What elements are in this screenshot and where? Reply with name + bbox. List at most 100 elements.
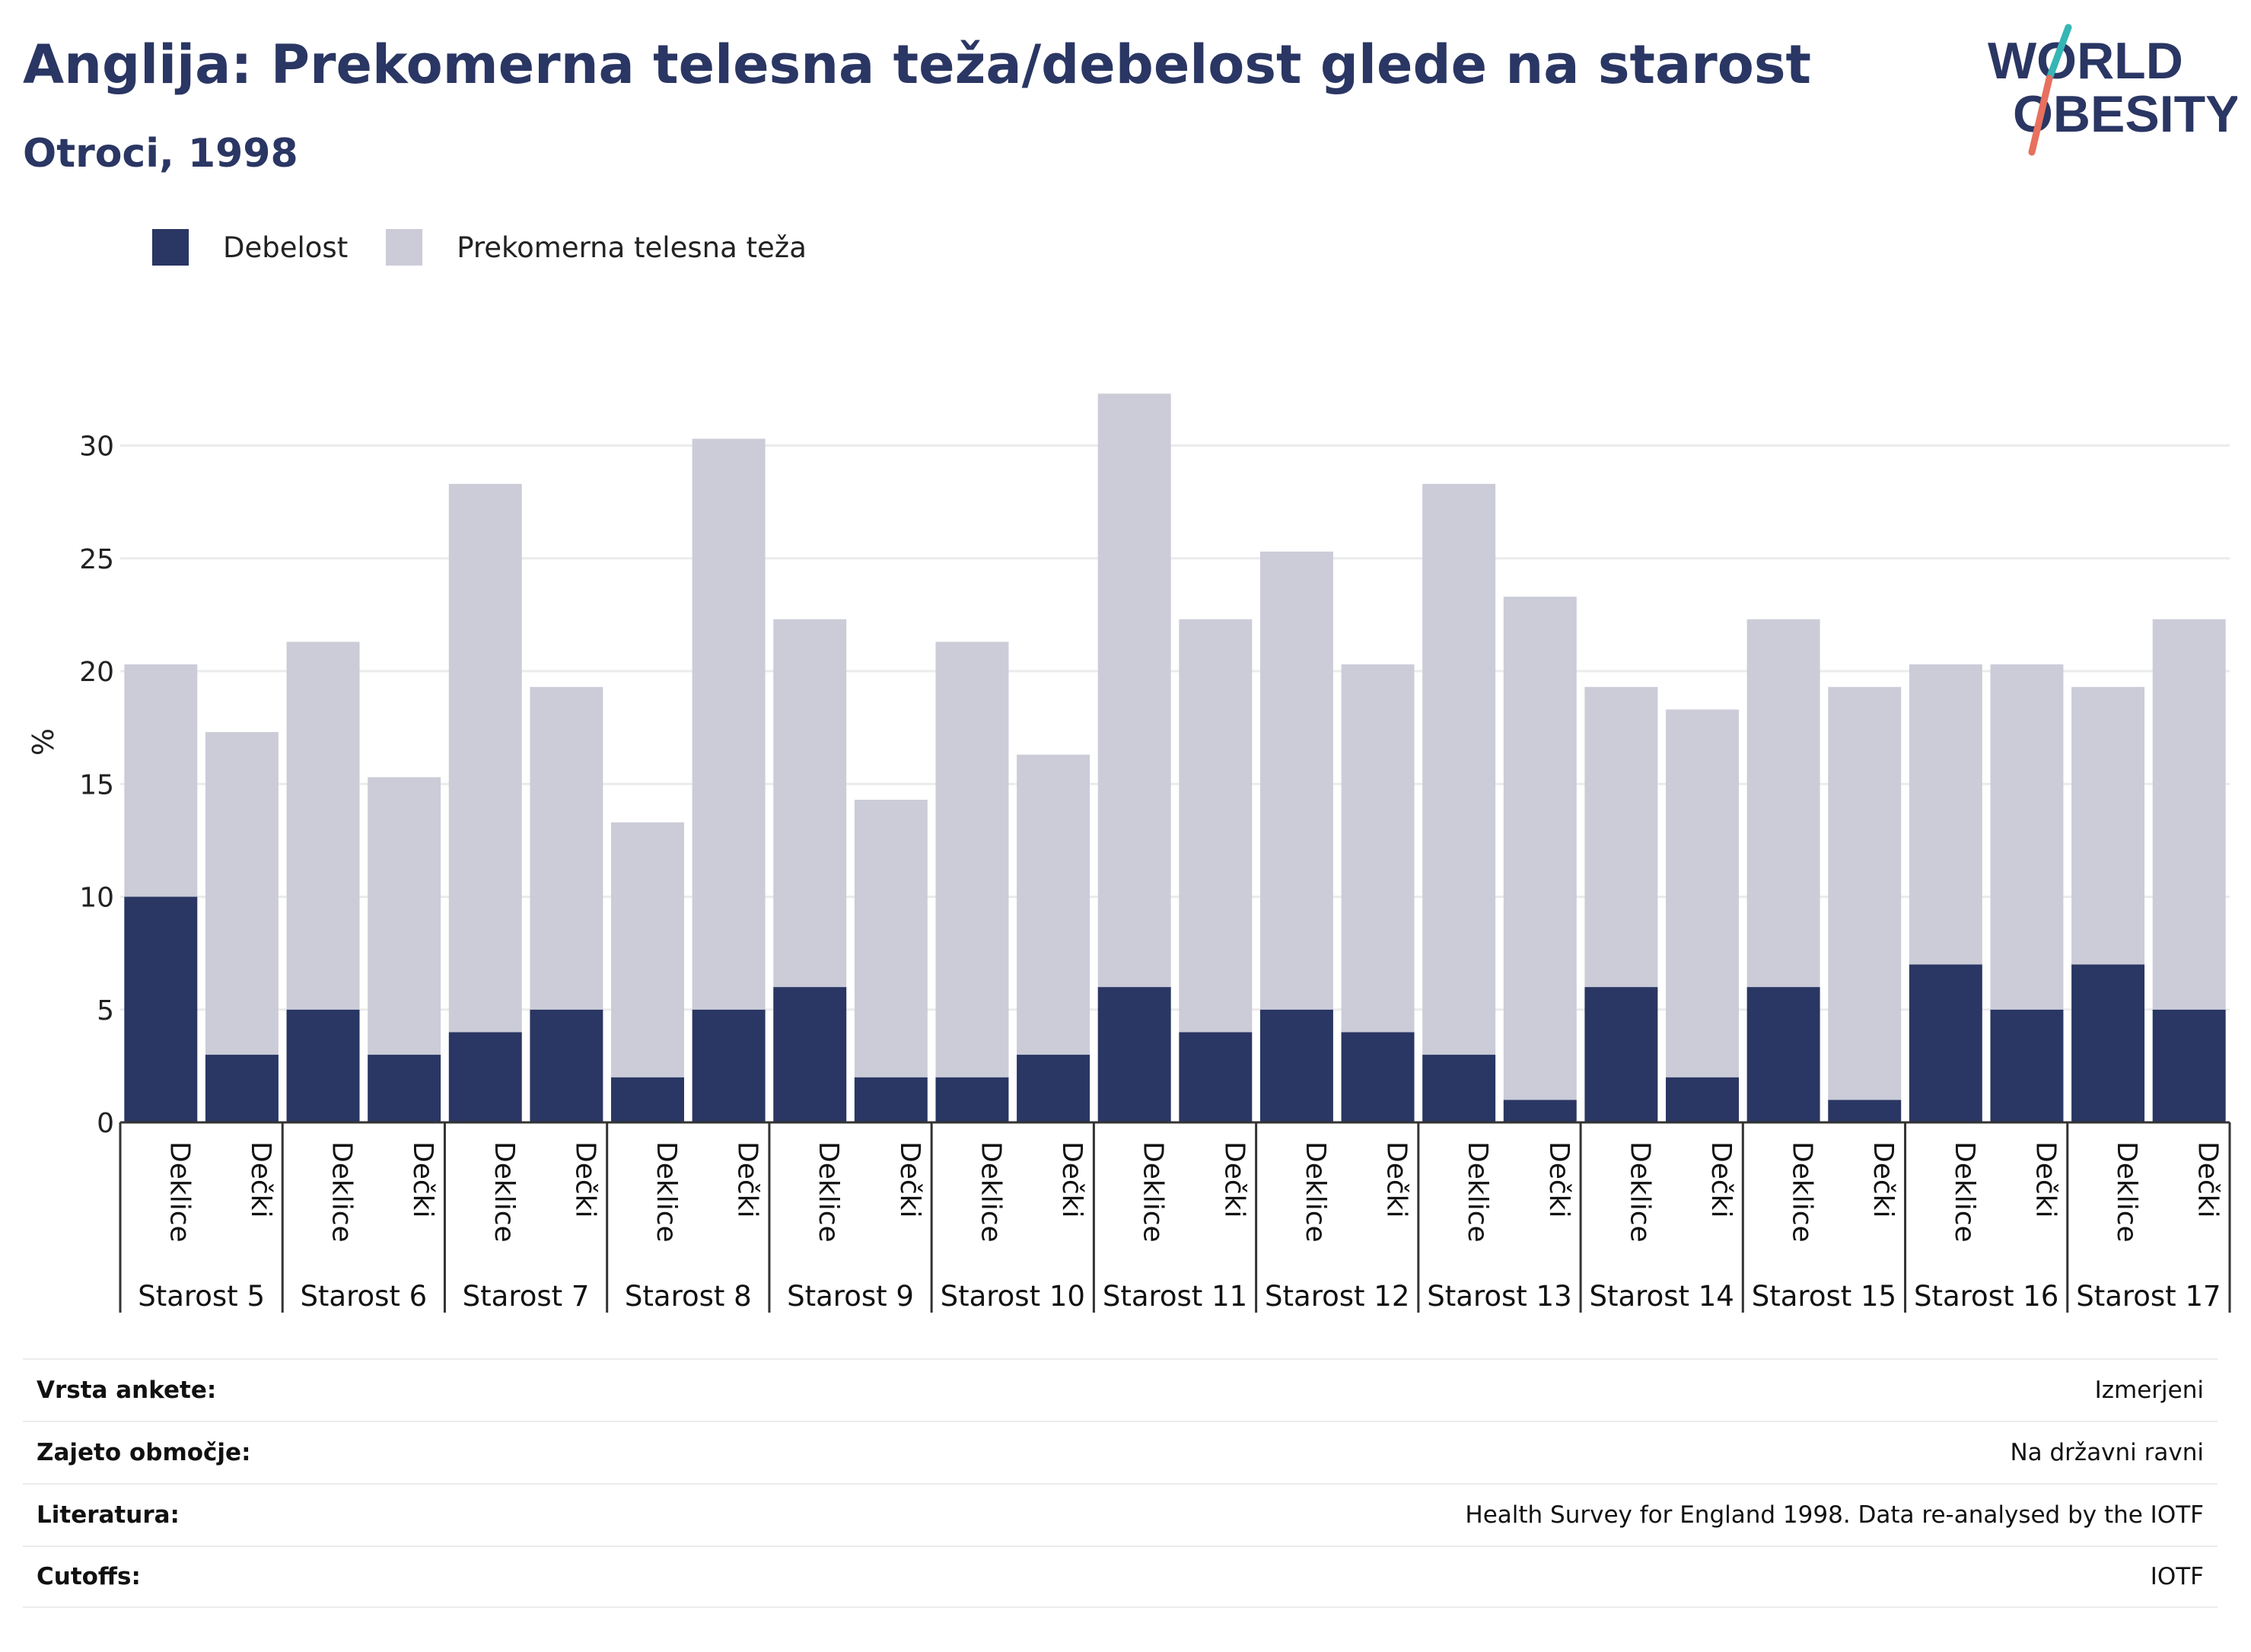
bar-obesity — [773, 987, 847, 1122]
y-tick-label: 30 — [79, 431, 114, 463]
x-subcategory-label: Deklice — [1624, 1141, 1655, 1243]
x-group-label: Starost 10 — [941, 1280, 1085, 1313]
bar-obesity — [368, 1055, 441, 1122]
logo-slash-coral — [2028, 75, 2053, 156]
x-subcategory-label: Deklice — [1787, 1141, 1818, 1243]
survey-meta-table: Vrsta ankete: Izmerjeni Zajeto območje: … — [23, 1358, 2218, 1608]
meta-value: Health Survey for England 1998. Data re-… — [1465, 1501, 2204, 1529]
bar-overweight — [854, 800, 928, 1077]
x-subcategory-label: Dečki — [1218, 1141, 1250, 1218]
bar-overweight — [368, 777, 441, 1055]
x-subcategory-label: Deklice — [1138, 1141, 1169, 1243]
bar-overweight — [1828, 686, 1902, 1100]
bar-obesity — [935, 1077, 1009, 1122]
bar-overweight — [773, 619, 847, 988]
x-group-label: Starost 16 — [1914, 1280, 2058, 1313]
x-subcategory-label: Deklice — [1949, 1141, 1980, 1243]
x-subcategory-label: Deklice — [813, 1141, 844, 1243]
x-group-label: Starost 17 — [2076, 1280, 2221, 1313]
x-subcategory-label: Dečki — [1056, 1141, 1087, 1218]
bar-overweight — [935, 641, 1009, 1077]
chart-title: Anglija: Prekomerna telesna teža/debelos… — [23, 33, 1811, 96]
bar-obesity — [530, 1009, 603, 1122]
x-subcategory-label: Deklice — [326, 1141, 358, 1243]
bar-obesity — [854, 1077, 928, 1122]
bar-obesity — [2071, 964, 2145, 1122]
bar-overweight — [1666, 709, 1739, 1077]
meta-label: Zajeto območje: — [37, 1439, 251, 1466]
x-subcategory-label: Deklice — [651, 1141, 682, 1243]
x-group-label: Starost 11 — [1103, 1280, 1247, 1313]
bar-overweight — [1584, 686, 1658, 988]
world-obesity-logo: WORLD OBESITY — [1988, 24, 2237, 156]
bar-obesity — [2152, 1009, 2226, 1122]
bar-chart: 0 5 10 15 20 25 30% Deklice Dečki Deklice Dečki Dek… — [27, 393, 2231, 1313]
legend-item-obesity[interactable]: Debelost — [152, 229, 348, 266]
bar-obesity — [1909, 964, 1982, 1122]
bar-obesity — [286, 1009, 360, 1122]
x-subcategory-label: Dečki — [894, 1141, 925, 1218]
bar-overweight — [2071, 686, 2145, 965]
x-subcategory-label: Dečki — [1867, 1141, 1899, 1218]
x-subcategory-label: Dečki — [2192, 1141, 2224, 1218]
bar-obesity — [1097, 987, 1171, 1122]
meta-label: Vrsta ankete: — [37, 1377, 217, 1404]
x-group-label: Starost 12 — [1265, 1280, 1409, 1313]
logo-text-world: WORLD — [1988, 32, 2183, 90]
y-tick-label: 0 — [97, 1108, 114, 1139]
y-axis-label: % — [27, 728, 60, 756]
bar-obesity — [1422, 1055, 1496, 1122]
logo-slash-teal — [2046, 24, 2072, 82]
x-subcategory-label: Deklice — [1300, 1141, 1331, 1243]
y-tick-label: 25 — [79, 544, 114, 575]
x-subcategory-label: Dečki — [1381, 1141, 1412, 1218]
bar-obesity — [1666, 1077, 1739, 1122]
x-subcategory-label: Dečki — [1543, 1141, 1574, 1218]
x-group-label: Starost 7 — [463, 1280, 590, 1313]
legend-item-overweight[interactable]: Prekomerna telesna teža — [386, 229, 807, 266]
bar-obesity — [1017, 1055, 1090, 1122]
y-tick-label: 5 — [97, 995, 114, 1027]
legend-label-overweight: Prekomerna telesna teža — [457, 231, 807, 264]
bar-obesity — [205, 1055, 279, 1122]
x-subcategory-label: Deklice — [2111, 1141, 2142, 1243]
x-subcategory-label: Dečki — [245, 1141, 276, 1218]
x-group-label: Starost 15 — [1752, 1280, 1896, 1313]
bar-obesity — [1584, 987, 1658, 1122]
bar-obesity — [1828, 1100, 1902, 1122]
x-group-label: Starost 9 — [787, 1280, 914, 1313]
x-subcategory-label: Deklice — [975, 1141, 1006, 1243]
meta-row-reference: Literatura: Health Survey for England 19… — [23, 1483, 2218, 1545]
x-subcategory-label: Dečki — [407, 1141, 438, 1218]
x-subcategory-label: Deklice — [164, 1141, 195, 1243]
bar-obesity — [124, 896, 198, 1122]
bar-overweight — [1422, 483, 1496, 1055]
chart-subtitle: Otroci, 1998 — [23, 131, 298, 177]
x-subcategory-label: Dečki — [1705, 1141, 1737, 1218]
bar-obesity — [1746, 987, 1820, 1122]
bar-obesity — [1990, 1009, 2064, 1122]
x-group-label: Starost 5 — [138, 1280, 265, 1313]
meta-label: Cutoffs: — [37, 1563, 141, 1590]
meta-value: Izmerjeni — [2094, 1377, 2204, 1404]
x-group-label: Starost 8 — [625, 1280, 752, 1313]
meta-row-cutoffs: Cutoffs: IOTF — [23, 1545, 2218, 1608]
x-subcategory-label: Dečki — [569, 1141, 600, 1218]
bar-overweight — [124, 664, 198, 897]
bar-overweight — [530, 686, 603, 1010]
chart-legend: Debelost Prekomerna telesna teža — [152, 228, 845, 266]
bar-obesity — [1341, 1032, 1415, 1122]
y-tick-label: 20 — [79, 657, 114, 688]
bar-overweight — [1017, 754, 1090, 1055]
meta-row-coverage: Zajeto območje: Na državni ravni — [23, 1421, 2218, 1483]
bar-overweight — [286, 641, 360, 1010]
bar-overweight — [1179, 619, 1253, 1033]
bar-overweight — [1097, 393, 1171, 988]
bar-overweight — [692, 438, 766, 1010]
bar-overweight — [2152, 619, 2226, 1010]
bar-obesity — [1259, 1009, 1333, 1122]
x-subcategory-label: Deklice — [1462, 1141, 1493, 1243]
bar-overweight — [1259, 551, 1333, 1010]
bar-obesity — [448, 1032, 522, 1122]
x-group-label: Starost 6 — [300, 1280, 427, 1313]
